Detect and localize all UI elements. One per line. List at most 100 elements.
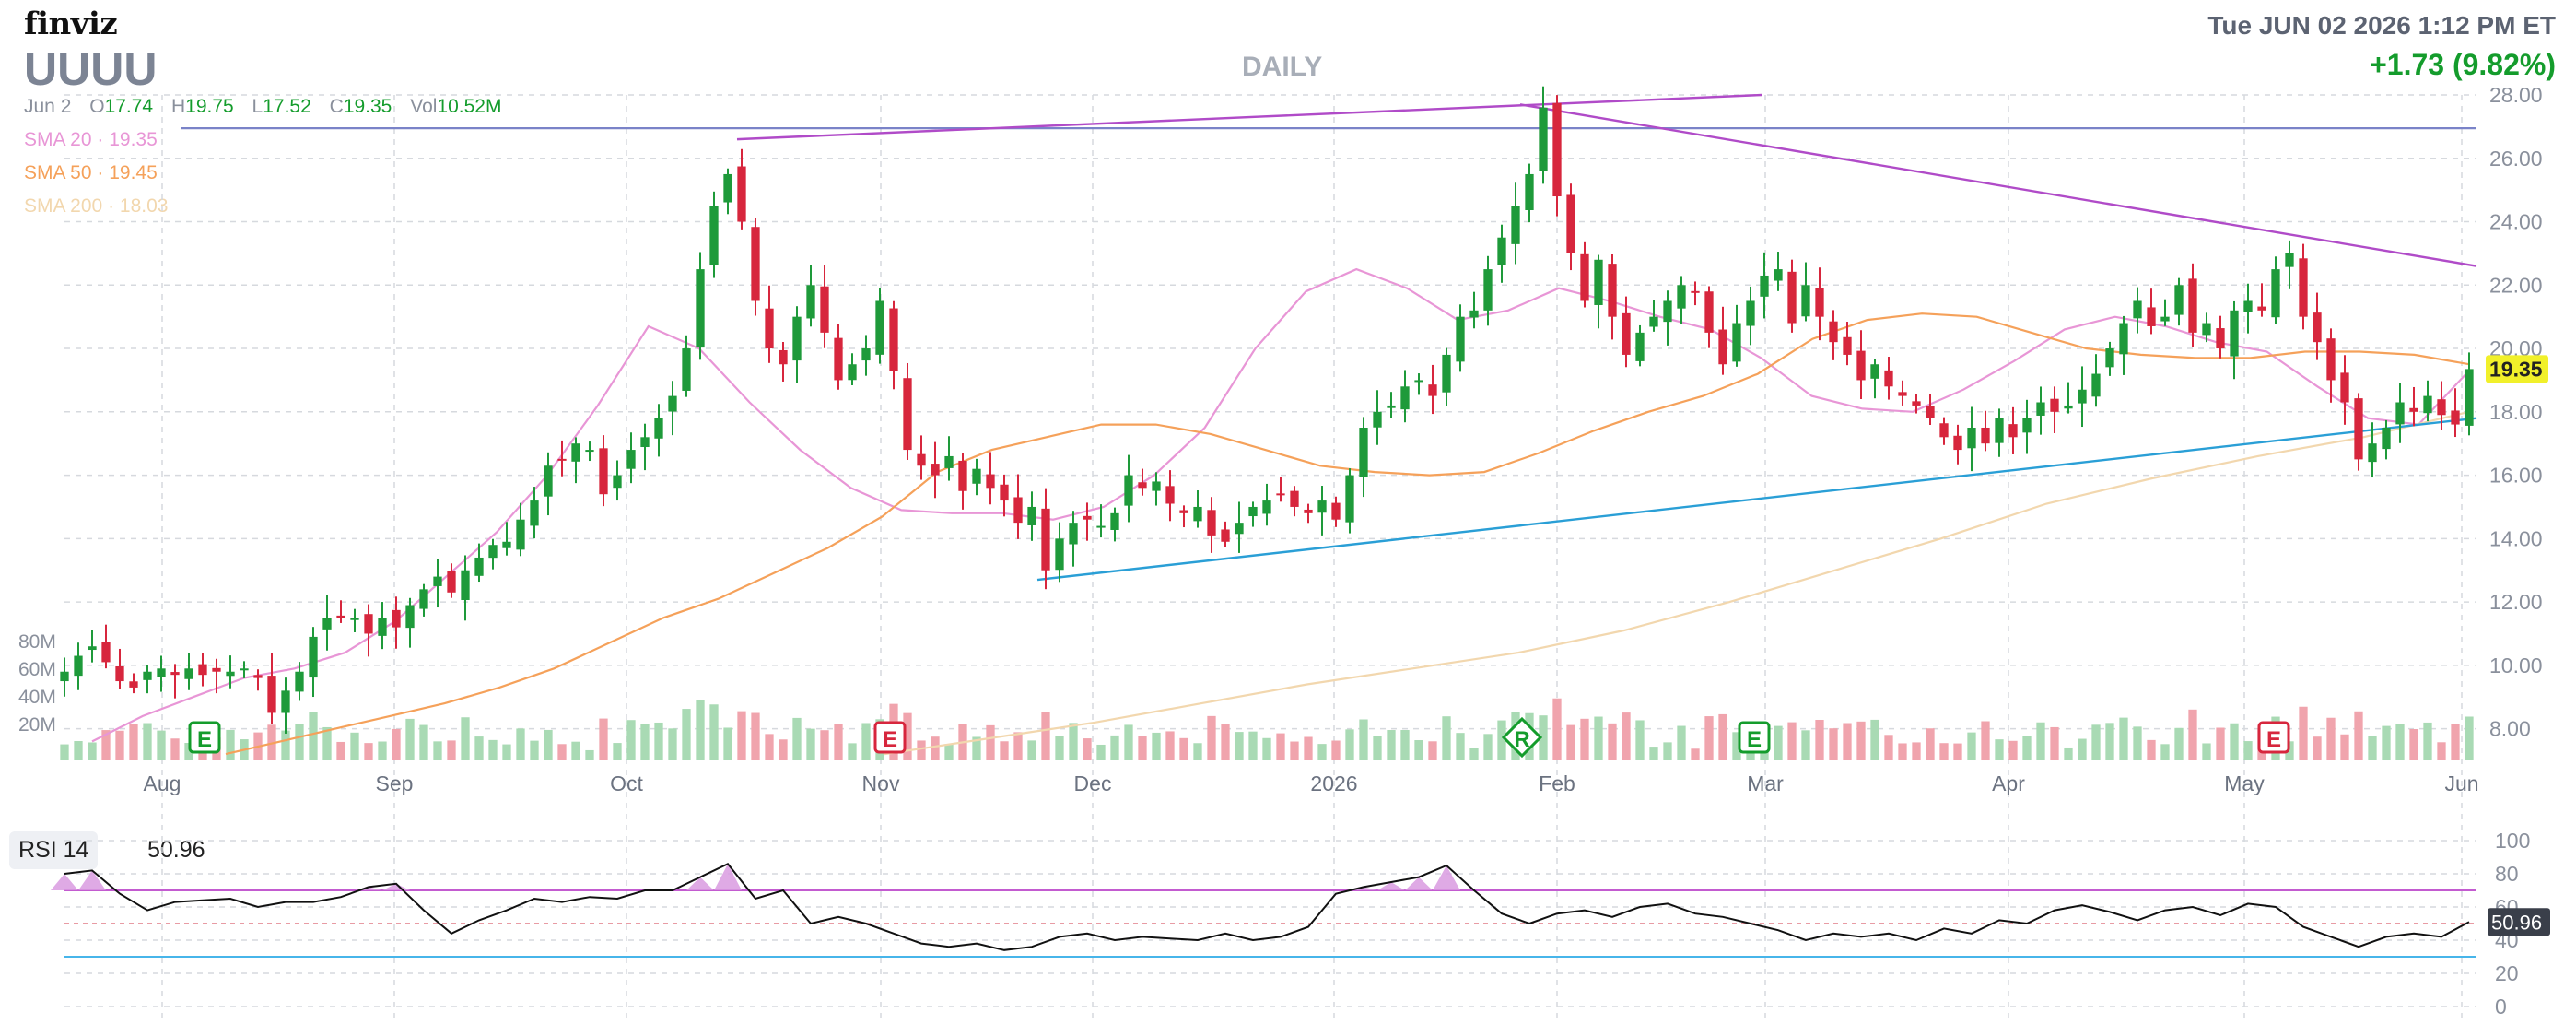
y-tick-label: 12.00 [2489, 590, 2543, 614]
volume-bar [779, 739, 788, 760]
marker-letter: E [1747, 727, 1762, 752]
marker-shape [1738, 721, 1771, 754]
support-trendline [1036, 417, 2477, 582]
candle-body [1456, 316, 1465, 362]
volume-bar [765, 734, 774, 760]
candle-body [419, 589, 428, 609]
candle-body [820, 286, 829, 333]
volume-bar [1497, 720, 1506, 760]
x-tick-label: 2026 [1310, 771, 1357, 795]
close-value: 19.35 [343, 96, 392, 117]
candle-body [2423, 395, 2432, 414]
marker-letter: E [2266, 727, 2281, 752]
volume-bar [461, 717, 470, 760]
volume-bar [1193, 743, 1202, 760]
candle-body [1221, 529, 1230, 542]
candle-body [1152, 481, 1161, 491]
volume-bar [1704, 716, 1714, 760]
candle-body [143, 671, 152, 680]
candle-body [779, 349, 788, 365]
volume-bar [1359, 719, 1368, 760]
candle-body [1594, 259, 1603, 305]
volume-bar [1939, 743, 1949, 760]
volume-bar [1884, 735, 1893, 760]
volume-bar [848, 743, 857, 760]
chart-grid [64, 94, 2476, 1018]
volume-bar [1152, 732, 1161, 760]
x-tick-label: Jun [2444, 771, 2478, 795]
y-tick-label: 26.00 [2489, 147, 2543, 171]
candle-body [1373, 411, 1382, 428]
earnings-marker: R [1501, 716, 1543, 759]
volume-bar [1815, 720, 1824, 760]
candle-body [1138, 482, 1147, 489]
earnings-marker: E [873, 721, 907, 754]
candle-body [1262, 500, 1271, 514]
y-tick-label: 18.00 [2489, 400, 2543, 424]
volume-bar [1677, 725, 1686, 760]
candle-body [723, 173, 732, 203]
finviz-logo[interactable]: finviz [24, 6, 118, 42]
sma-line [225, 312, 2470, 756]
rsi-line [64, 862, 2470, 951]
volume-bar [1552, 698, 1562, 760]
volume-bar [1083, 738, 1092, 760]
candle-body [1649, 316, 1658, 327]
rsi-overbought-fill [51, 864, 1460, 890]
candle-body [2340, 372, 2349, 403]
marker-letter: E [883, 727, 897, 752]
x-tick-label: Aug [144, 771, 181, 795]
volume-bar [295, 724, 304, 760]
candle-body [2147, 307, 2156, 326]
volume-bar [944, 744, 954, 760]
volume-bar [640, 724, 650, 760]
volume-bar [1290, 741, 1299, 760]
candle-body [2285, 253, 2294, 267]
volume-bar [557, 744, 567, 760]
candle-body [599, 448, 608, 495]
candle-body [1787, 271, 1797, 324]
candle-body [682, 348, 691, 391]
volume-bar [309, 712, 318, 760]
volume-bar [2133, 726, 2142, 760]
candle-body [1566, 194, 1575, 253]
volume-bar [834, 724, 843, 760]
volume-bar [2451, 724, 2460, 760]
y-tick-label: 14.00 [2489, 526, 2543, 550]
candle-body [240, 668, 249, 671]
candle-body [709, 206, 719, 265]
candle-body [1746, 300, 1755, 326]
volume-bar [1856, 721, 1866, 760]
candle-body [350, 618, 359, 620]
high-value: 19.75 [185, 96, 234, 117]
candle-body [1995, 418, 2004, 443]
timeframe-label[interactable]: DAILY [1242, 52, 1323, 82]
open-value: 17.74 [104, 96, 154, 117]
volume-bar [1732, 732, 1741, 760]
volume-bar [806, 728, 815, 760]
volume-bar [1069, 723, 1078, 760]
candle-body [1096, 525, 1106, 528]
sma50-legend[interactable]: SMA 50 · 19.45 [24, 162, 158, 183]
volume-bar [737, 711, 746, 760]
chart-axes: 28.0026.0024.0022.0020.0018.0016.0014.00… [18, 83, 2548, 795]
volume-bar [668, 728, 677, 760]
sma20-label: SMA 20 [24, 129, 92, 150]
volume-bar [1995, 739, 2004, 760]
volume-bar [1456, 733, 1465, 760]
candle-body [322, 618, 332, 630]
volume-bar [1000, 741, 1009, 760]
volume-bar [654, 722, 663, 760]
candle-body [654, 418, 663, 439]
sma200-legend[interactable]: SMA 200 · 18.03 [24, 195, 169, 217]
rsi-label[interactable]: RSI 14 [9, 831, 99, 869]
candle-body [1856, 350, 1866, 381]
sma20-legend[interactable]: SMA 20 · 19.35 [24, 129, 158, 150]
volume-bar [1663, 742, 1672, 760]
candle-body [544, 465, 553, 497]
candle-body [1414, 380, 1423, 383]
volume-bar [723, 727, 732, 760]
volume-bar [986, 724, 995, 760]
